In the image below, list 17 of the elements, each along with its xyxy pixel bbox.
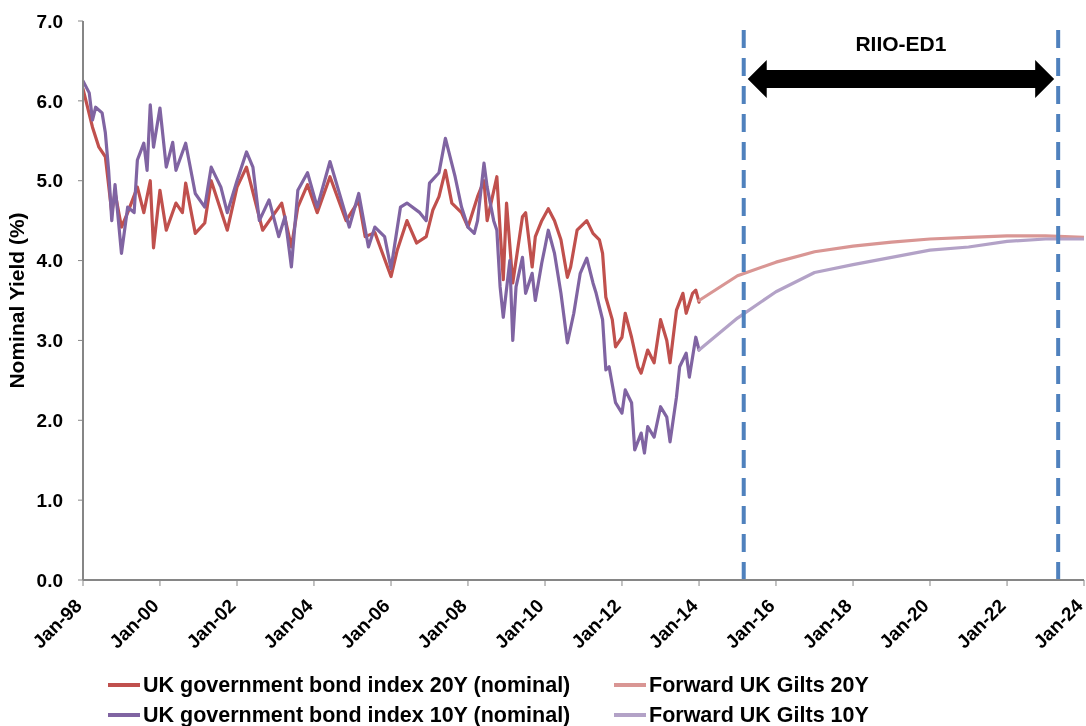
line-series <box>697 234 1084 303</box>
legend-label: Forward UK Gilts 20Y <box>649 672 869 698</box>
y-axis-title: Nominal Yield (%) <box>4 212 28 389</box>
y-tick-label: 5.0 <box>36 170 63 192</box>
legend-label: UK government bond index 10Y (nominal) <box>143 702 571 726</box>
legend-label: Forward UK Gilts 10Y <box>649 702 869 726</box>
y-tick-label: 3.0 <box>36 330 63 352</box>
y-tick-label: 1.0 <box>36 489 63 511</box>
line-series <box>83 79 701 455</box>
y-tick-label: 6.0 <box>36 90 63 112</box>
legend-label: UK government bond index 20Y (nominal) <box>143 672 571 698</box>
y-tick-label: 7.0 <box>36 10 63 32</box>
annotation: RIIO-ED1 <box>855 31 947 55</box>
line-series <box>697 237 1084 352</box>
y-tick-label: 4.0 <box>36 250 63 272</box>
y-tick-label: 2.0 <box>36 410 63 432</box>
y-tick-label: 0.0 <box>36 569 63 591</box>
